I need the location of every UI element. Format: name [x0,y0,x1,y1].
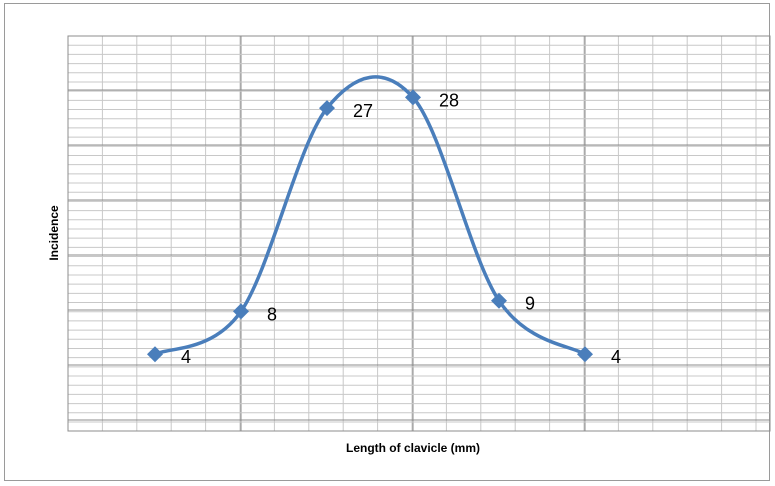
data-point-marker [577,346,593,363]
data-labels: 4 8 27 28 9 4 [181,90,621,367]
data-label: 9 [525,294,535,314]
data-point-marker [147,346,163,363]
data-label: 28 [439,90,459,110]
data-point-marker [319,100,335,117]
plot-border [67,35,771,432]
data-label: 27 [353,101,373,121]
y-axis-label: Incidence [47,205,61,261]
data-label: 4 [611,347,621,367]
data-point-marker [491,292,507,309]
chart-area [4,3,770,481]
series-markers [147,89,593,363]
data-label: 8 [267,304,277,324]
data-point-marker [405,89,421,106]
x-axis-label: Length of clavicle (mm) [346,441,480,455]
data-label: 4 [181,347,191,367]
plot-grid [67,35,770,431]
data-point-marker [233,303,249,320]
